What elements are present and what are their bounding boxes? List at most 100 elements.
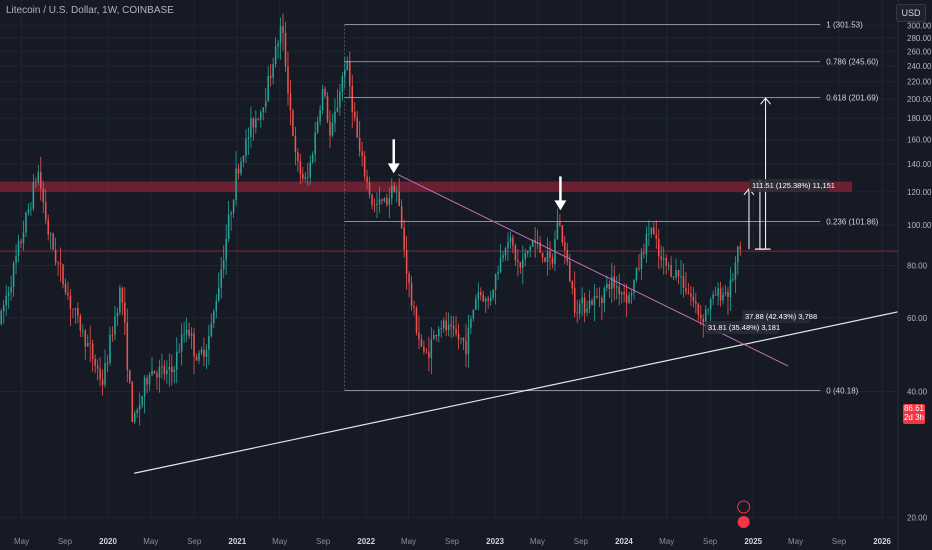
candle-body[interactable] — [561, 225, 564, 243]
candle-body[interactable] — [704, 309, 707, 323]
candle-body[interactable] — [719, 288, 722, 301]
candle-body[interactable] — [470, 318, 472, 328]
candle-body[interactable] — [460, 337, 462, 339]
candle-body[interactable] — [598, 297, 601, 299]
candle-body[interactable] — [366, 176, 368, 183]
candle-body[interactable] — [675, 270, 677, 278]
candle-body[interactable] — [175, 352, 178, 370]
candle-body[interactable] — [126, 322, 129, 371]
time-axis[interactable]: May Sep 2020 May Sep 2021 May Sep 2022 May Sep 2023… — [14, 537, 892, 546]
candle-body[interactable] — [420, 339, 423, 347]
candle-body[interactable] — [729, 279, 732, 297]
candle-body[interactable] — [489, 297, 492, 301]
candle-body[interactable] — [15, 255, 17, 264]
candle-body[interactable] — [625, 294, 628, 303]
candle-body[interactable] — [138, 405, 141, 411]
candle-body[interactable] — [672, 276, 675, 278]
candle-body[interactable] — [650, 227, 653, 234]
candle-body[interactable] — [257, 118, 260, 120]
candle-body[interactable] — [509, 237, 512, 242]
candle-body[interactable] — [551, 257, 554, 264]
candle-body[interactable] — [264, 101, 267, 108]
candle-body[interactable] — [685, 287, 687, 293]
candle-body[interactable] — [222, 260, 225, 270]
candle-body[interactable] — [682, 276, 685, 288]
candle-body[interactable] — [640, 252, 643, 269]
resistance-zone[interactable] — [0, 181, 852, 192]
candle-body[interactable] — [47, 219, 49, 235]
candle-body[interactable] — [247, 137, 250, 139]
candle-body[interactable] — [700, 314, 702, 319]
candle-body[interactable] — [269, 75, 272, 78]
candle-body[interactable] — [217, 287, 220, 301]
candle-body[interactable] — [240, 161, 242, 174]
candle-body[interactable] — [383, 198, 386, 201]
candle-body[interactable] — [168, 366, 171, 370]
candle-body[interactable] — [351, 85, 354, 112]
candle-body[interactable] — [235, 168, 237, 201]
candle-body[interactable] — [499, 258, 502, 273]
candle-body[interactable] — [581, 297, 583, 304]
candle-body[interactable] — [437, 329, 440, 337]
candle-body[interactable] — [72, 308, 74, 310]
candle-body[interactable] — [529, 246, 531, 251]
candle-body[interactable] — [77, 308, 79, 316]
candle-body[interactable] — [57, 262, 59, 264]
candle-body[interactable] — [131, 381, 134, 423]
candle-body[interactable] — [648, 233, 650, 235]
candle-body[interactable] — [311, 154, 314, 163]
candle-body[interactable] — [166, 369, 168, 375]
candle-body[interactable] — [462, 337, 465, 341]
candle-body[interactable] — [692, 296, 695, 302]
candle-body[interactable] — [346, 61, 349, 71]
candle-body[interactable] — [519, 261, 522, 268]
candle-body[interactable] — [660, 256, 662, 260]
candle-body[interactable] — [96, 365, 99, 369]
candle-body[interactable] — [326, 95, 329, 122]
candle-body[interactable] — [208, 335, 210, 350]
candle-body[interactable] — [633, 279, 635, 294]
candle-body[interactable] — [267, 75, 269, 102]
candle-body[interactable] — [655, 234, 658, 239]
candle-body[interactable] — [299, 161, 302, 174]
candle-body[interactable] — [687, 292, 690, 294]
candle-body[interactable] — [37, 172, 40, 183]
candle-body[interactable] — [203, 349, 205, 357]
candle-body[interactable] — [316, 121, 319, 133]
candle-body[interactable] — [517, 260, 519, 262]
candle-body[interactable] — [430, 339, 433, 358]
candle-body[interactable] — [376, 203, 378, 206]
candle-body[interactable] — [662, 258, 665, 260]
candle-body[interactable] — [371, 194, 373, 205]
candle-body[interactable] — [22, 232, 25, 243]
candle-body[interactable] — [475, 299, 477, 310]
candle-body[interactable] — [44, 202, 47, 220]
candle-body[interactable] — [349, 61, 351, 86]
candle-body[interactable] — [712, 294, 714, 299]
candle-body[interactable] — [564, 242, 566, 251]
currency-button[interactable]: USD — [896, 4, 926, 22]
candle-body[interactable] — [279, 26, 282, 44]
candle-body[interactable] — [306, 176, 309, 178]
candle-body[interactable] — [321, 88, 324, 110]
candle-body[interactable] — [556, 222, 559, 240]
price-axis[interactable]: 20.00 40.00 60.00 80.00 100.00 120.00 140.00 16… — [897, 0, 932, 550]
candle-body[interactable] — [304, 176, 307, 179]
candle-body[interactable] — [670, 265, 672, 277]
candle-body[interactable] — [42, 188, 45, 203]
candle-body[interactable] — [284, 32, 287, 67]
candle-body[interactable] — [124, 302, 126, 323]
candle-body[interactable] — [5, 295, 7, 306]
candle-body[interactable] — [171, 366, 173, 373]
drawing-overlays[interactable]: 1 (301.53) 0.786 (245.60) 0.618 (201.69) 0.… — [134, 20, 899, 528]
candle-body[interactable] — [504, 248, 507, 256]
candle-body[interactable] — [99, 368, 101, 380]
candle-series[interactable] — [0, 13, 742, 426]
candle-body[interactable] — [546, 251, 549, 262]
candle-body[interactable] — [225, 238, 227, 261]
candle-body[interactable] — [638, 268, 640, 270]
candle-body[interactable] — [91, 343, 94, 359]
candle-body[interactable] — [667, 265, 670, 266]
candle-body[interactable] — [40, 172, 42, 189]
